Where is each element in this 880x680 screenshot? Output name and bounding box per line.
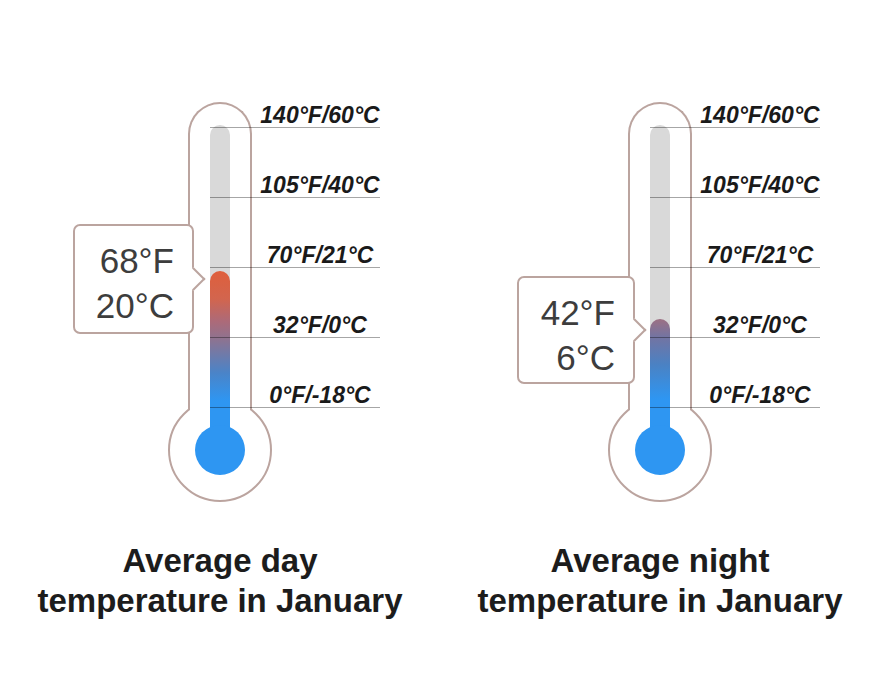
tick-label-0f: 0°F/-18°C [680, 381, 840, 409]
bulb-night [635, 425, 685, 475]
tick-label-32f: 32°F/0°C [240, 311, 400, 339]
tick-label-32f: 32°F/0°C [680, 311, 840, 339]
tick-label-0f: 0°F/-18°C [240, 381, 400, 409]
thermometer-day: 140°F/60°C 105°F/40°C 70°F/21°C 32°F/0°C… [0, 0, 440, 680]
value-callout-day: 68°F 20°C [73, 224, 194, 334]
mercury-fill-day [210, 271, 230, 450]
chart-title-night: Average night temperature in January [440, 541, 880, 621]
chart-title-day: Average day temperature in January [0, 541, 440, 621]
infographic-canvas: 140°F/60°C 105°F/40°C 70°F/21°C 32°F/0°C… [0, 0, 880, 680]
tick-label-105f: 105°F/40°C [240, 171, 400, 199]
bulb-day [195, 425, 245, 475]
thermometer-night: 140°F/60°C 105°F/40°C 70°F/21°C 32°F/0°C… [440, 0, 880, 680]
value-callout-night: 42°F 6°C [517, 276, 635, 384]
value-fahrenheit: 42°F [527, 290, 615, 335]
value-celsius: 20°C [83, 283, 174, 328]
tick-label-105f: 105°F/40°C [680, 171, 840, 199]
value-fahrenheit: 68°F [83, 238, 174, 283]
tick-label-70f: 70°F/21°C [240, 241, 400, 269]
tick-label-140f: 140°F/60°C [240, 101, 400, 129]
tick-label-140f: 140°F/60°C [680, 101, 840, 129]
tick-label-70f: 70°F/21°C [680, 241, 840, 269]
value-celsius: 6°C [527, 335, 615, 380]
